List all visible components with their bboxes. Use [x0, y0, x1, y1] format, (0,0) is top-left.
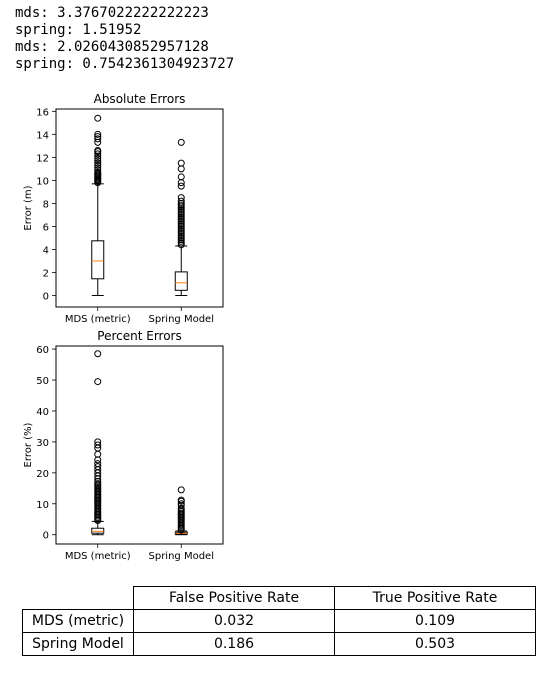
plot-frame [55, 345, 224, 545]
outlier-point [177, 182, 185, 190]
outlier-point [177, 173, 185, 181]
outlier-point [94, 155, 102, 162]
outlier-point [94, 130, 102, 138]
outlier-point [177, 486, 185, 494]
stdout-line: mds: 2.0260430852957128 [15, 39, 209, 55]
outlier-point [94, 161, 102, 169]
stdout-line: spring: 0.7542361304923727 [15, 56, 235, 72]
y-tick-label: 60 [36, 345, 49, 356]
outlier-point [177, 159, 185, 167]
outlier-point [94, 350, 102, 358]
y-tick-label: 0 [43, 531, 49, 542]
y-tick-label: 6 [43, 222, 49, 233]
table-row: Spring Model 0.186 0.503 [22, 632, 536, 656]
y-tick-label: 2 [43, 268, 49, 279]
outlier-point [94, 460, 102, 468]
table-cell: 0.503 [334, 632, 536, 656]
y-tick-label: 10 [36, 176, 49, 187]
box-iqr [91, 240, 105, 280]
outlier-point [94, 135, 102, 143]
results-table: False Positive Rate True Positive Rate M… [22, 586, 536, 656]
box-iqr [174, 271, 188, 291]
y-tick-label: 8 [43, 199, 49, 210]
table-cell: 0.109 [334, 609, 536, 633]
stdout-output: mds: 3.3767022222222223 spring: 1.51952 md… [15, 5, 234, 73]
table-row-label: MDS (metric) [22, 609, 134, 633]
y-tick-label: 14 [36, 130, 49, 141]
outlier-point [177, 194, 185, 202]
x-tick-label: Spring Model [149, 551, 214, 562]
outlier-point [94, 157, 102, 165]
outlier-point [177, 500, 185, 508]
x-tick-label: Spring Model [149, 314, 214, 325]
chart-title: Absolute Errors [94, 92, 186, 106]
y-tick-label: 50 [36, 376, 49, 387]
outlier-point [94, 114, 102, 122]
table-header-row: False Positive Rate True Positive Rate [23, 586, 536, 610]
table-cell: 0.032 [133, 609, 335, 633]
y-tick-label: 10 [36, 500, 49, 511]
outlier-point [94, 480, 102, 488]
outlier-point [94, 463, 102, 471]
table-column-header: True Positive Rate [334, 586, 536, 610]
outlier-point [94, 441, 102, 449]
outlier-point [94, 150, 102, 158]
outlier-point [94, 378, 102, 386]
outlier-point [177, 504, 185, 512]
stdout-line: spring: 1.51952 [15, 22, 142, 38]
table-row: MDS (metric) 0.032 0.109 [22, 609, 536, 633]
y-axis-label: Error (m) [23, 185, 34, 230]
y-axis-label: Error (%) [23, 422, 34, 467]
outlier-point [94, 438, 102, 446]
outlier-point [94, 133, 102, 141]
outlier-point [177, 197, 185, 205]
outlier-point [94, 159, 102, 167]
box-iqr [91, 527, 105, 534]
y-tick-label: 12 [36, 153, 49, 164]
table-cell: 0.186 [133, 632, 335, 656]
y-tick-label: 4 [43, 245, 49, 256]
outlier-point [177, 496, 185, 504]
outlier-point [94, 146, 102, 154]
outlier-point [94, 166, 102, 174]
y-tick-label: 16 [36, 107, 49, 118]
plot-frame [55, 108, 224, 308]
boxplot-figure: Absolute Errors 0 2 4 6 8 10 12 14 16 Error (m) MDS… [23, 92, 224, 562]
outlier-point [94, 164, 102, 172]
x-tick-label: MDS (metric) [65, 314, 131, 325]
outlier-point [177, 165, 185, 173]
y-tick-label: 0 [43, 291, 49, 302]
table-column-header: False Positive Rate [133, 586, 335, 610]
y-tick-label: 30 [36, 438, 49, 449]
stdout-line: mds: 3.3767022222222223 [15, 5, 209, 21]
y-tick-label: 40 [36, 407, 49, 418]
chart-title: Percent Errors [97, 329, 181, 343]
x-tick-label: MDS (metric) [65, 551, 131, 562]
table-row-label: Spring Model [22, 632, 134, 656]
y-tick-label: 20 [36, 469, 49, 480]
outlier-point [177, 138, 185, 146]
table-corner [23, 587, 134, 610]
outlier-point [94, 168, 102, 176]
